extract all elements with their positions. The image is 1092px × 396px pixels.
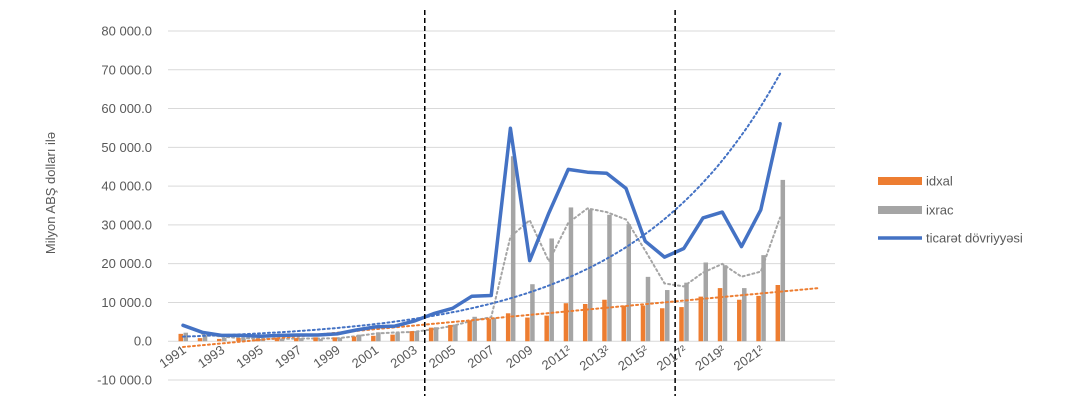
bar-ixrac (453, 324, 458, 342)
bar-idxal (756, 295, 761, 342)
legend-label: idxal (926, 174, 953, 189)
bar-ixrac (645, 276, 651, 342)
bar-ixrac (568, 207, 574, 342)
bar-idxal (178, 333, 183, 342)
bar-ixrac (318, 338, 323, 342)
bar-ixrac (337, 337, 343, 342)
trendlines (201, 207, 782, 340)
bar-ixrac (626, 224, 631, 342)
bar-idxal (236, 338, 241, 342)
bar-idxal (621, 305, 626, 342)
bar-idxal (467, 320, 472, 342)
y-axis: -10 000.0 0.0 10 000.0 20 000.0 30 000.0 40 0… (97, 24, 152, 388)
lines (181, 121, 782, 338)
bar-ixrac (491, 317, 497, 342)
legend-swatch-ixrac (878, 206, 922, 214)
bar-ixrac (665, 290, 670, 342)
bar-idxal (717, 288, 723, 342)
vertical-markers (424, 10, 676, 396)
y-tick-label: 60 000.0 (101, 101, 152, 116)
bar-idxal (679, 307, 684, 342)
bar-ixrac (472, 316, 477, 342)
bar-ixrac (356, 334, 362, 342)
bar-idxal (660, 308, 665, 342)
bar-ixrac (510, 156, 516, 342)
bar-ixrac (780, 179, 786, 342)
trendlines-front (182, 72, 820, 348)
bar-idxal (313, 337, 318, 342)
bar-ixrac (222, 337, 227, 342)
bar-idxal (602, 299, 607, 342)
y-tick-label: 0.0 (134, 334, 152, 349)
bar-ixrac (299, 338, 304, 342)
bar-idxal (371, 335, 376, 342)
bar-idxal (448, 324, 453, 342)
bar-idxal (409, 331, 415, 342)
bar-idxal (486, 319, 492, 342)
bar-idxal (274, 337, 280, 342)
bar-ixrac (530, 284, 535, 342)
bar-idxal (332, 337, 338, 342)
gridlines (168, 30, 835, 381)
trendline-idxal (182, 287, 820, 348)
bar-ixrac (241, 338, 246, 342)
legend-label: ixrac (926, 203, 954, 218)
legend-label: ticarət dövriyyəsi (926, 231, 1023, 246)
bar-idxal (197, 338, 203, 342)
y-tick-label: 50 000.0 (101, 140, 152, 155)
bar-idxal (294, 338, 299, 342)
bar-idxal (390, 334, 395, 342)
bar-idxal (351, 336, 357, 342)
trendline-ixrac (201, 207, 782, 340)
y-tick-label: 70 000.0 (101, 62, 152, 77)
bar-idxal (428, 327, 434, 342)
bar-ixrac (376, 332, 381, 342)
bar-idxal (525, 317, 530, 342)
bar-ixrac (433, 327, 439, 342)
bar-ixrac (395, 332, 400, 342)
bar-idxal (544, 315, 549, 342)
y-tick-label: 20 000.0 (101, 256, 152, 271)
bars (178, 156, 786, 342)
legend: idxal ixrac ticarət dövriyyəsi (878, 174, 1023, 246)
bar-ixrac (742, 288, 747, 342)
y-tick-label: 80 000.0 (101, 24, 152, 39)
bar-idxal (505, 313, 511, 342)
bar-ixrac (549, 238, 554, 342)
y-tick-label: 10 000.0 (101, 295, 152, 310)
bar-idxal (775, 284, 781, 342)
bar-ixrac (607, 214, 612, 342)
bar-ixrac (414, 331, 420, 342)
trendline-ticarət-dövriyyəsi (182, 72, 782, 338)
line-ticaret-dovriyyesi (181, 121, 782, 338)
bar-ixrac (587, 209, 593, 342)
bar-ixrac (703, 262, 709, 342)
y-tick-label: 40 000.0 (101, 179, 152, 194)
y-axis-title: Milyon ABŞ dolları ilə (43, 132, 58, 254)
bar-ixrac (761, 255, 766, 342)
bar-ixrac (202, 335, 208, 342)
bar-idxal (563, 303, 569, 342)
bar-ixrac (684, 282, 689, 342)
y-tick-label: -10 000.0 (97, 373, 152, 388)
bar-idxal (737, 299, 742, 342)
bar-idxal (582, 303, 588, 342)
bar-idxal (217, 338, 222, 342)
y-tick-label: 30 000.0 (101, 217, 152, 232)
bar-ixrac (279, 338, 285, 342)
bar-ixrac (722, 265, 728, 342)
bar-idxal (640, 305, 646, 342)
bar-idxal (698, 296, 704, 342)
legend-swatch-idxal (878, 177, 922, 185)
